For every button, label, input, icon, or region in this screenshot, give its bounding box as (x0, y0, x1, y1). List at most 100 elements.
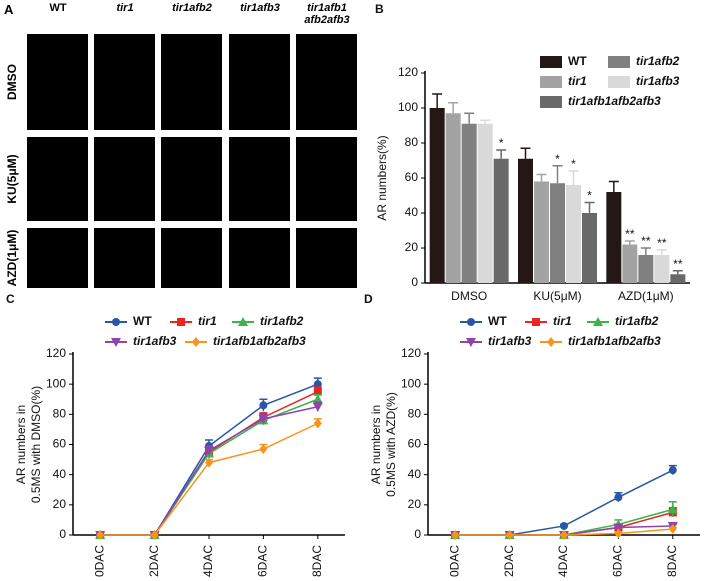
legend-marker (112, 318, 120, 326)
seedling-photo (27, 34, 88, 130)
bar (566, 185, 581, 283)
line (100, 406, 318, 536)
seedling-photo (296, 228, 357, 288)
y-tick-label: 80 (53, 407, 67, 421)
y-tick-label: 40 (53, 467, 67, 481)
legend-label: tir1afb2 (260, 314, 304, 328)
x-tick-label: 6DAC (256, 545, 270, 577)
bar (582, 213, 597, 283)
legend-label: tir1afb2 (636, 54, 680, 68)
marker (614, 528, 623, 539)
legend-marker (532, 318, 540, 326)
panel-label: A (4, 2, 14, 17)
panel-label: C (6, 292, 15, 306)
y-tick-label: 100 (46, 376, 66, 390)
bar (445, 113, 461, 283)
x-tick-label: 4DAC (201, 545, 215, 577)
seedling-photo (94, 228, 155, 288)
marker (312, 394, 323, 404)
y-tick-label: 100 (398, 100, 418, 114)
x-tick-label: 8DAC (310, 545, 324, 577)
legend-marker (547, 337, 555, 347)
legend-swatch (540, 56, 562, 68)
y-axis-label: 0.5MS with DMSO(%) (29, 386, 43, 503)
seedling-photo (296, 34, 357, 130)
significance-label: * (587, 189, 592, 203)
y-tick-label: 40 (408, 467, 422, 481)
x-tick-label: KU(5μM) (533, 289, 581, 303)
y-axis-label: AR numbers in (14, 405, 28, 484)
legend-label: tir1afb3 (636, 74, 680, 88)
marker (150, 530, 159, 540)
x-tick-label: 6DAC (611, 545, 625, 577)
significance-label: * (571, 157, 576, 171)
legend-swatch (608, 76, 630, 88)
row-label: AZD(1μM) (5, 229, 19, 287)
bar (550, 183, 565, 283)
bar (477, 123, 493, 283)
row-label: KU(5μM) (5, 154, 19, 204)
seedling-photo (161, 137, 222, 221)
panel-label: D (364, 292, 373, 306)
seedling-photo (229, 34, 290, 130)
column-label: WT (49, 2, 67, 14)
legend-marker (238, 317, 248, 326)
marker (313, 380, 322, 389)
marker (668, 466, 677, 475)
y-tick-label: 60 (53, 437, 67, 451)
seedling-photo (161, 228, 222, 288)
legend-label: WT (568, 54, 587, 68)
y-tick-label: 20 (53, 497, 67, 511)
marker (96, 530, 105, 540)
row-label: DMSO (5, 64, 19, 100)
seedling-photo (161, 34, 222, 130)
legend-label: WT (488, 314, 507, 328)
seedling-photo (94, 34, 155, 130)
marker (205, 457, 213, 468)
x-tick-label: 0DAC (92, 545, 106, 577)
bar (534, 181, 549, 283)
legend-swatch (608, 56, 630, 68)
legend-label: tir1afb1afb2afb3 (568, 334, 661, 348)
seedling-photo (27, 137, 88, 221)
column-label: tir1 (116, 2, 134, 14)
panel-label: B (375, 2, 384, 16)
marker (505, 530, 514, 540)
column-label: tir1afb3 (240, 2, 280, 14)
y-tick-label: 120 (46, 346, 66, 360)
x-tick-label: 8DAC (665, 545, 679, 577)
legend-marker (111, 338, 121, 347)
legend-marker (192, 337, 200, 347)
y-tick-label: 0 (414, 527, 421, 541)
y-tick-label: 60 (405, 170, 419, 184)
y-tick-label: 120 (401, 346, 421, 360)
x-tick-label: 0DAC (447, 545, 461, 577)
legend-marker (593, 317, 603, 326)
x-tick-label: 2DAC (502, 545, 516, 577)
legend-marker (467, 318, 475, 326)
x-tick-label: 2DAC (147, 545, 161, 577)
y-axis-label: 0.5MS with AZD(%) (384, 392, 398, 497)
seedling-photo (296, 137, 357, 221)
marker (667, 504, 678, 514)
bar (622, 244, 638, 283)
y-tick-label: 20 (405, 240, 419, 254)
y-tick-label: 120 (398, 65, 418, 79)
legend-label: tir1 (198, 314, 217, 328)
marker (614, 493, 623, 502)
x-tick-label: 4DAC (556, 545, 570, 577)
legend-marker (177, 318, 185, 326)
marker (259, 401, 268, 410)
x-tick-label: AZD(1μM) (618, 289, 674, 303)
y-tick-label: 100 (401, 376, 421, 390)
significance-label: ** (657, 236, 667, 250)
bar (429, 108, 445, 283)
legend-label: tir1 (553, 314, 572, 328)
legend-marker (466, 338, 476, 347)
significance-label: ** (641, 234, 651, 248)
y-axis-label: AR numbers(%) (375, 135, 389, 220)
marker (204, 446, 214, 456)
marker (451, 530, 460, 540)
legend-swatch (540, 96, 562, 108)
